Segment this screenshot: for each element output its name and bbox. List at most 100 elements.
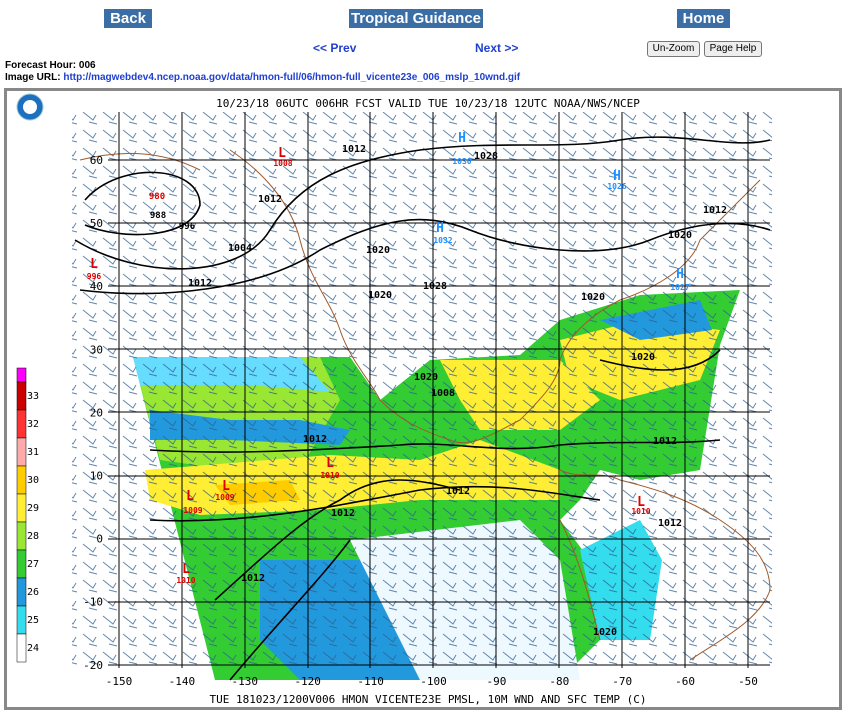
map-content: 10/23/18 06UTC 006HR FCST VALID TUE 10/2… <box>16 93 772 706</box>
image-url-link[interactable]: http://magwebdev4.ncep.noaa.gov/data/hmo… <box>63 72 521 83</box>
colorbar-label: 27 <box>27 559 39 570</box>
map-label: 1012 <box>331 508 355 519</box>
image-url-label: Image URL: <box>5 72 61 83</box>
lon-label: -120 <box>294 675 321 688</box>
noaa-logo-inner <box>23 100 37 114</box>
map-label: 1012 <box>446 486 470 497</box>
map-label: 1012 <box>703 205 727 216</box>
colorbar-label: 26 <box>27 587 39 598</box>
colorbar-label: 29 <box>27 503 39 514</box>
lat-label: 50 <box>90 217 103 230</box>
lat-label: -20 <box>83 659 103 672</box>
colorbar-swatch <box>16 577 27 607</box>
colorbar-swatch <box>16 633 27 663</box>
colorbar-swatch <box>16 437 27 467</box>
map-label: 996 <box>87 272 102 281</box>
map-label: L <box>186 489 194 504</box>
map-label: 1020 <box>368 290 392 301</box>
colorbar-label: 31 <box>27 447 39 458</box>
lon-label: -150 <box>106 675 133 688</box>
map-label: 1009 <box>183 506 202 515</box>
map-label: 1010 <box>176 576 195 585</box>
lon-label: -110 <box>357 675 384 688</box>
colorbar-swatch <box>16 549 27 579</box>
home-button[interactable]: Home <box>677 9 730 28</box>
map-label: 1028 <box>474 151 498 162</box>
map-label: 1012 <box>188 278 212 289</box>
map-label: 1027 <box>670 283 689 292</box>
isobars <box>74 136 771 681</box>
map-label: 1020 <box>668 230 692 241</box>
colorbar-swatch <box>16 521 27 551</box>
map-label: 1009 <box>215 493 234 502</box>
map-label: 988 <box>150 211 166 221</box>
map-label: 1010 <box>631 507 650 516</box>
prev-link[interactable]: << Prev <box>313 41 357 55</box>
lon-label: -80 <box>549 675 569 688</box>
map-label: H <box>676 267 684 282</box>
map-label: 1012 <box>258 194 282 205</box>
lat-label: 40 <box>90 280 103 293</box>
lon-label: -140 <box>169 675 196 688</box>
colorbar-label: 33 <box>27 391 39 402</box>
map-label: H <box>436 221 444 236</box>
map-label: L <box>326 456 334 471</box>
image-url-row: Image URL: http://magwebdev4.ncep.noaa.g… <box>5 72 520 83</box>
lon-label: -130 <box>232 675 259 688</box>
map-label: 1004 <box>228 243 252 254</box>
map-label: 1008 <box>431 388 455 399</box>
map-label: 1008 <box>273 159 292 168</box>
map-label: 1010 <box>320 471 339 480</box>
map-label: L <box>278 146 286 161</box>
colorbar-swatch <box>16 367 27 383</box>
map-label: 1012 <box>653 436 677 447</box>
map-label: 1012 <box>658 518 682 529</box>
colorbar-swatch <box>16 409 27 439</box>
map-label: L <box>637 495 645 510</box>
colorbar: 33 32 31 30 29 28 27 26 25 24 <box>16 367 39 663</box>
lat-lon-grid <box>108 112 770 668</box>
colorbar-label: 32 <box>27 419 39 430</box>
map-label: L <box>222 479 230 494</box>
lat-label: 10 <box>90 470 103 483</box>
colorbar-swatch <box>16 605 27 635</box>
lon-label: -60 <box>675 675 695 688</box>
lon-label: -90 <box>486 675 506 688</box>
map-label: 1032 <box>433 236 452 245</box>
page-help-button[interactable]: Page Help <box>704 41 762 57</box>
colorbar-swatch <box>16 381 27 411</box>
map-label: 1030 <box>452 157 471 166</box>
colorbar-label: 30 <box>27 475 39 486</box>
lon-label: -70 <box>612 675 632 688</box>
wind-barbs <box>72 112 772 668</box>
next-link[interactable]: Next >> <box>475 41 519 55</box>
map-label: 1012 <box>241 573 265 584</box>
colorbar-label: 25 <box>27 615 39 626</box>
map-label: 1020 <box>631 352 655 363</box>
map-label: 980 <box>149 192 165 202</box>
lon-label: -100 <box>420 675 447 688</box>
lat-label: 0 <box>96 533 103 546</box>
unzoom-button[interactable]: Un-Zoom <box>647 41 700 57</box>
map-label: L <box>182 562 190 577</box>
map-label: 1020 <box>581 292 605 303</box>
lat-label: 20 <box>90 406 103 419</box>
map-label: H <box>613 169 621 184</box>
map-label: H <box>458 131 466 146</box>
forecast-hour: Forecast Hour: 006 <box>5 60 96 71</box>
map-label: 1012 <box>342 144 366 155</box>
back-button[interactable]: Back <box>104 9 152 28</box>
map-label: 1020 <box>414 372 438 383</box>
map-label: 1012 <box>303 434 327 445</box>
lon-label: -50 <box>738 675 758 688</box>
forecast-map: 10/23/18 06UTC 006HR FCST VALID TUE 10/2… <box>4 88 842 710</box>
tropical-guidance-button[interactable]: Tropical Guidance <box>349 9 483 28</box>
map-label: 996 <box>179 222 195 232</box>
map-label: L <box>90 257 98 272</box>
colorbar-swatch <box>16 493 27 523</box>
map-footer: TUE 181023/1200V006 HMON VICENTE23E PMSL… <box>209 693 646 706</box>
map-label: 1020 <box>593 627 617 638</box>
lat-label: -10 <box>83 596 103 609</box>
lat-label: 30 <box>90 343 103 356</box>
